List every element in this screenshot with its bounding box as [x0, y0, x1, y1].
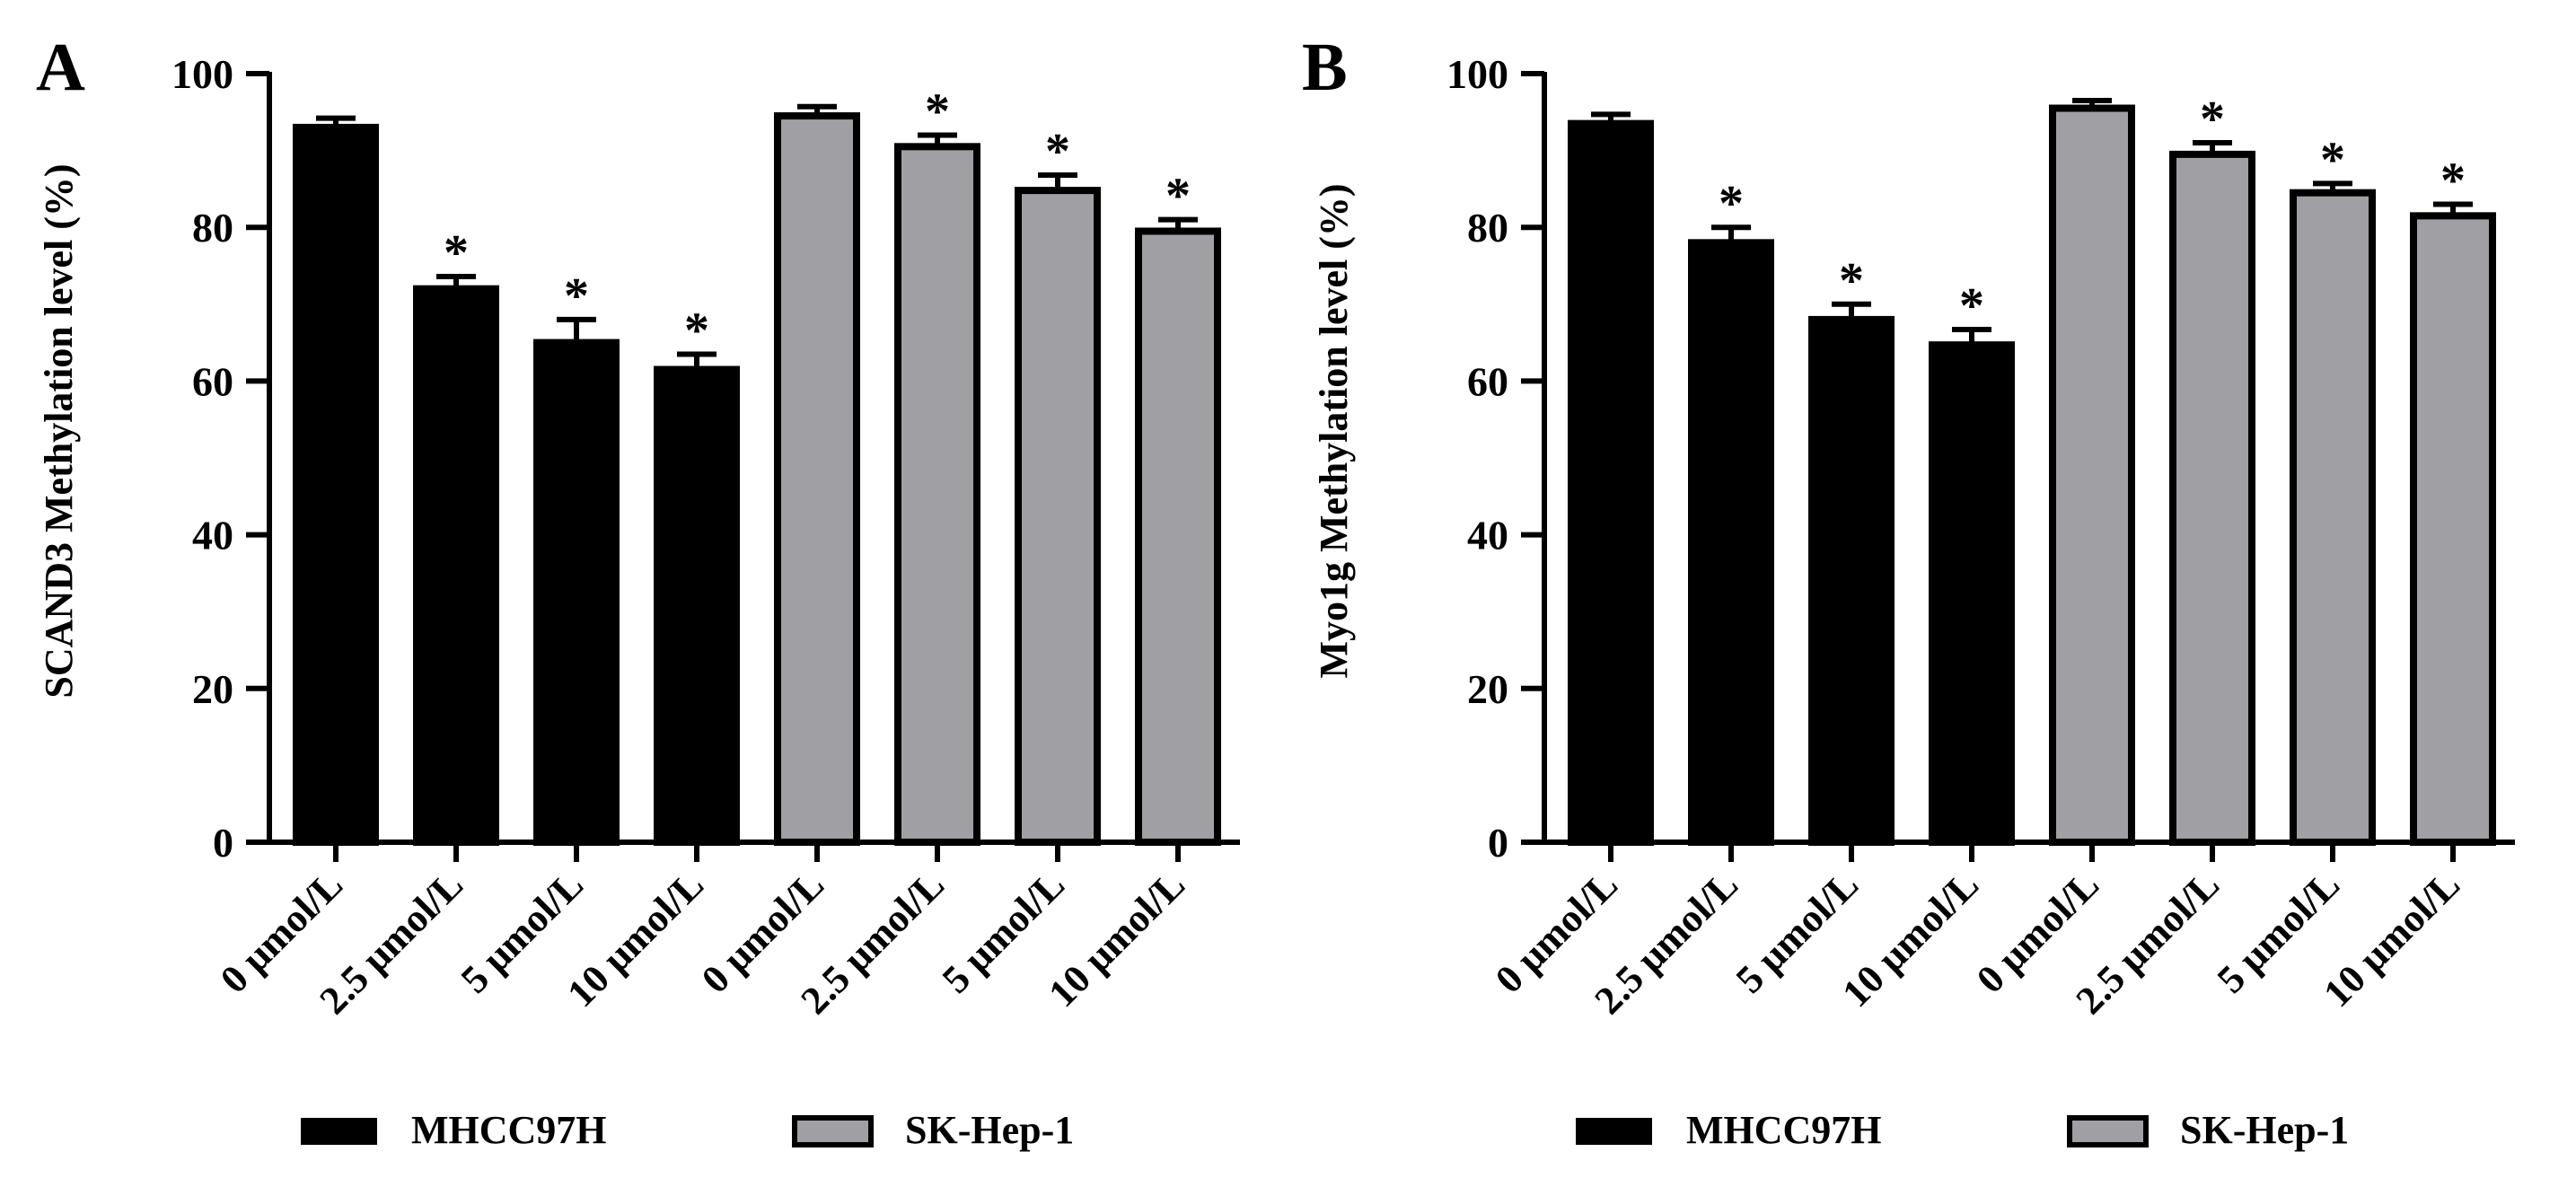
bar: [774, 112, 860, 846]
bar: [1135, 227, 1221, 847]
significance-label: *: [2200, 92, 2225, 147]
legend-swatch-sk-hep-1: [792, 1115, 874, 1147]
significance-label: *: [1839, 253, 1864, 309]
bar: [413, 285, 499, 846]
bar: [1929, 341, 2015, 846]
panel-a: A SCAND3 Methylation level (%) 0 20 40 60 80…: [36, 30, 1240, 1152]
legend-label-mhcc97h: MHCC97H: [1686, 1108, 1882, 1152]
y-tick-label: 40: [192, 513, 233, 558]
legend-label-sk-hep-1: SK-Hep-1: [2180, 1108, 2349, 1152]
y-tick-label: 80: [1467, 205, 1508, 251]
panel-a-label: A: [36, 30, 85, 105]
y-tick-label: 60: [1467, 358, 1508, 404]
y-tick-label: 100: [171, 51, 233, 97]
panel-b-legend: MHCC97H SK-Hep-1: [1576, 1108, 2349, 1152]
legend-label-mhcc97h: MHCC97H: [411, 1108, 607, 1152]
bar: [1568, 119, 1654, 846]
y-tick-label: 80: [192, 205, 233, 251]
bar: [654, 365, 740, 846]
y-tick-label: 100: [1446, 51, 1508, 97]
significance-label: *: [2440, 154, 2466, 209]
significance-label: *: [925, 84, 950, 139]
panel-b: B Myo1g Methylation level (%) 0 20 40 60 80 1…: [1302, 30, 2515, 1152]
y-tick-label: 20: [192, 666, 233, 712]
bar: [2169, 150, 2255, 846]
significance-label: *: [1165, 169, 1191, 224]
panel-a-legend: MHCC97H SK-Hep-1: [301, 1108, 1074, 1152]
y-tick-label: 40: [1467, 513, 1508, 558]
bar: [293, 123, 379, 847]
significance-label: *: [1959, 278, 1984, 334]
bar: [1808, 315, 1895, 847]
legend-label-sk-hep-1: SK-Hep-1: [905, 1108, 1074, 1152]
y-tick-label: 20: [1467, 666, 1508, 712]
bar: [1015, 187, 1101, 846]
y-tick-label: 0: [1488, 820, 1508, 866]
legend-swatch-mhcc97h: [1576, 1118, 1652, 1145]
panel-a-ylabel: SCAND3 Methylation level (%): [37, 163, 81, 698]
significance-label: *: [2320, 132, 2345, 188]
significance-label: *: [1719, 176, 1744, 232]
significance-label: *: [1045, 124, 1070, 180]
bar: [2290, 189, 2376, 846]
bar: [2049, 104, 2135, 846]
legend-swatch-mhcc97h: [301, 1118, 377, 1145]
bar: [2410, 212, 2496, 847]
significance-label: *: [564, 268, 589, 324]
y-tick-label: 60: [192, 358, 233, 404]
significance-label: *: [684, 303, 709, 358]
legend-swatch-sk-hep-1: [2067, 1115, 2149, 1147]
significance-label: *: [444, 225, 469, 281]
bar: [894, 143, 980, 846]
panel-b-ylabel: Myo1g Methylation level (%): [1312, 183, 1356, 678]
bar: [1688, 239, 1774, 846]
panel-b-label: B: [1302, 30, 1348, 105]
y-tick-label: 0: [213, 820, 233, 866]
bar: [533, 339, 620, 847]
